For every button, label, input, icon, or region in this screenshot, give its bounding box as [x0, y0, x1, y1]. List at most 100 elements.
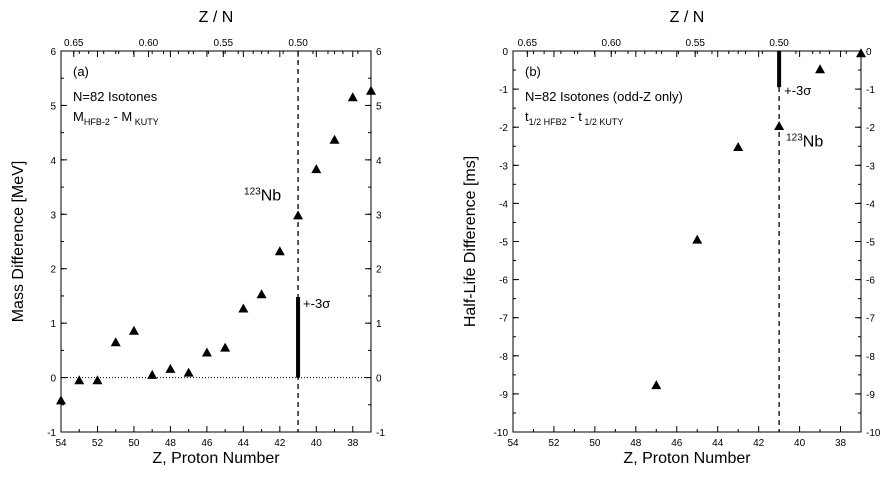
y-tick-label: -6 [499, 276, 508, 287]
y-tick-label: 4 [50, 156, 56, 167]
nb123-label: 123Nb [244, 187, 281, 205]
y-tick-label-right: -8 [866, 352, 875, 363]
x-axis-title: Z, Proton Number [623, 450, 751, 467]
data-point-triangle [92, 375, 103, 385]
top-tick-label: 0.60 [602, 38, 622, 49]
x-tick-label: 48 [165, 438, 177, 449]
top-tick-label: 0.65 [518, 38, 538, 49]
y-tick-label-right: 0 [376, 374, 382, 385]
y-tick-label-right: -4 [866, 199, 875, 210]
panel-label: (b) [525, 64, 541, 79]
y-tick-label: 0 [502, 47, 508, 58]
data-point-triangle [147, 369, 158, 379]
data-point-triangle [201, 347, 212, 357]
legend-line-2: MHFB-2 - M KUTY [73, 109, 159, 127]
x-tick-label: 52 [92, 438, 104, 449]
data-point-triangle [856, 48, 866, 58]
y-tick-label-right: 0 [866, 47, 872, 58]
data-point-triangle [220, 342, 231, 352]
legend-line-2-sub1: HFB-2 [84, 117, 110, 127]
data-point-triangle [329, 134, 340, 144]
x-tick-label: 40 [794, 438, 806, 449]
data-point-triangle [733, 142, 744, 152]
plot-frame [512, 50, 862, 433]
top-tick-label: 0.55 [214, 38, 234, 49]
top-axis-title: Z / N [199, 9, 234, 26]
y-tick-label-right: -10 [866, 428, 881, 439]
data-point-triangle [366, 85, 376, 95]
x-tick-label: 46 [671, 438, 683, 449]
data-point-triangle [110, 337, 121, 347]
legend-line-2: t1/2 HFB2 - t 1/2 KUTY [525, 109, 623, 127]
y-tick-label: -4 [499, 199, 508, 210]
x-tick-label: 48 [630, 438, 642, 449]
x-tick-label: 40 [311, 438, 323, 449]
x-tick-label: 44 [712, 438, 724, 449]
y-tick-label-right: -1 [866, 85, 875, 96]
y-tick-label: 6 [50, 47, 56, 58]
legend-line-2-sub1: 1/2 HFB2 [529, 117, 567, 127]
top-tick-label: 0.50 [288, 38, 308, 49]
nb123-mass-number: 123 [244, 187, 261, 198]
y-tick-label: -9 [499, 390, 508, 401]
y-tick-label-right: -3 [866, 161, 875, 172]
x-tick-label: 50 [128, 438, 140, 449]
x-tick-label: 42 [274, 438, 286, 449]
legend-line-2-mid: - t [567, 109, 583, 124]
data-point-triangle [74, 375, 85, 385]
legend-line-1: N=82 Isotones [73, 89, 158, 104]
x-tick-label: 54 [55, 438, 67, 449]
legend-line-2-main: M [73, 109, 84, 124]
sigma-label: +-3σ [784, 83, 811, 98]
x-tick-label: 52 [548, 438, 560, 449]
nb123-symbol: Nb [261, 188, 282, 205]
data-point-triangle [347, 92, 358, 102]
y-tick-label: -1 [47, 428, 56, 439]
data-point-triangle [128, 325, 139, 335]
y-tick-label-right: -9 [866, 390, 875, 401]
y-tick-label-right: 6 [376, 47, 382, 58]
y-tick-label: 5 [50, 101, 56, 112]
nb123-mass-number: 123 [786, 133, 803, 144]
sigma-label: +-3σ [303, 296, 330, 311]
x-tick-label: 54 [507, 438, 519, 449]
y-tick-label-right: 1 [376, 319, 382, 330]
y-tick-label: -8 [499, 352, 508, 363]
y-tick-label-right: 4 [376, 156, 382, 167]
y-tick-label-right: 3 [376, 210, 382, 221]
data-point-triangle [774, 121, 785, 131]
top-tick-label: 0.50 [769, 38, 789, 49]
plot-frame [60, 50, 372, 433]
x-tick-label: 42 [753, 438, 765, 449]
top-axis-title: Z / N [670, 9, 705, 26]
legend-line-2-sub2: 1/2 KUTY [582, 117, 624, 127]
y-tick-label: -1 [499, 85, 508, 96]
nb123-symbol: Nb [803, 134, 824, 151]
x-tick-label: 38 [347, 438, 359, 449]
y-tick-label-right: -7 [866, 314, 875, 325]
y-tick-label: -10 [494, 428, 509, 439]
y-tick-label: -5 [499, 238, 508, 249]
nb123-label: 123Nb [786, 133, 823, 151]
top-tick-label: 0.65 [64, 38, 84, 49]
x-tick-label: 44 [238, 438, 250, 449]
x-axis-title: Z, Proton Number [152, 450, 280, 467]
y-tick-label-right: -1 [376, 428, 385, 439]
data-point-triangle [815, 64, 826, 74]
data-point-triangle [165, 363, 176, 373]
data-point-triangle [274, 246, 285, 256]
y-axis-title: Half-Life Difference [ms] [462, 156, 479, 327]
y-tick-label: 3 [50, 210, 56, 221]
y-axis-title: Mass Difference [MeV] [10, 161, 27, 323]
data-point-triangle [238, 303, 249, 313]
x-tick-label: 46 [201, 438, 213, 449]
top-tick-label: 0.55 [685, 38, 705, 49]
data-point-triangle [311, 164, 322, 174]
panel-label: (a) [73, 64, 89, 79]
data-point-triangle [692, 234, 703, 244]
x-tick-label: 38 [835, 438, 847, 449]
legend-line-2-sub2: KUTY [132, 117, 159, 127]
y-tick-label: -3 [499, 161, 508, 172]
y-tick-label-right: -5 [866, 238, 875, 249]
